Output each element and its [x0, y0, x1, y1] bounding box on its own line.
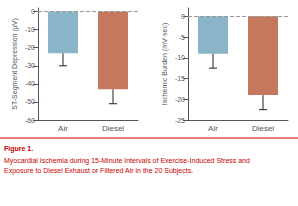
svg-text:Air: Air: [58, 124, 68, 133]
svg-text:-40: -40: [25, 80, 35, 87]
svg-text:0: 0: [181, 13, 185, 20]
svg-text:Figure 1.: Figure 1.: [4, 145, 33, 153]
svg-text:0: 0: [31, 8, 35, 15]
svg-text:-20: -20: [25, 44, 35, 51]
svg-text:Myocardial Ischemia during 15-: Myocardial Ischemia during 15-Minute Int…: [4, 157, 250, 165]
svg-text:-20: -20: [175, 96, 185, 103]
svg-text:Diesel: Diesel: [102, 124, 124, 133]
svg-text:-10: -10: [25, 26, 35, 33]
svg-text:-30: -30: [25, 62, 35, 69]
svg-text:Ischemic Burden (mV·sec): Ischemic Burden (mV·sec): [161, 23, 169, 105]
svg-text:Air: Air: [208, 124, 218, 133]
svg-text:Exposure to Diesel Exhaust or: Exposure to Diesel Exhaust or Filtered A…: [4, 167, 193, 175]
svg-text:-60: -60: [25, 117, 35, 124]
svg-text:-25: -25: [175, 117, 185, 124]
svg-text:-10: -10: [175, 54, 185, 61]
svg-text:-50: -50: [25, 98, 35, 105]
svg-text:ST-Segment Depression (μV): ST-Segment Depression (μV): [11, 18, 19, 110]
svg-text:-5: -5: [179, 34, 185, 41]
svg-text:Diesel: Diesel: [252, 124, 274, 133]
svg-text:-15: -15: [175, 75, 185, 82]
